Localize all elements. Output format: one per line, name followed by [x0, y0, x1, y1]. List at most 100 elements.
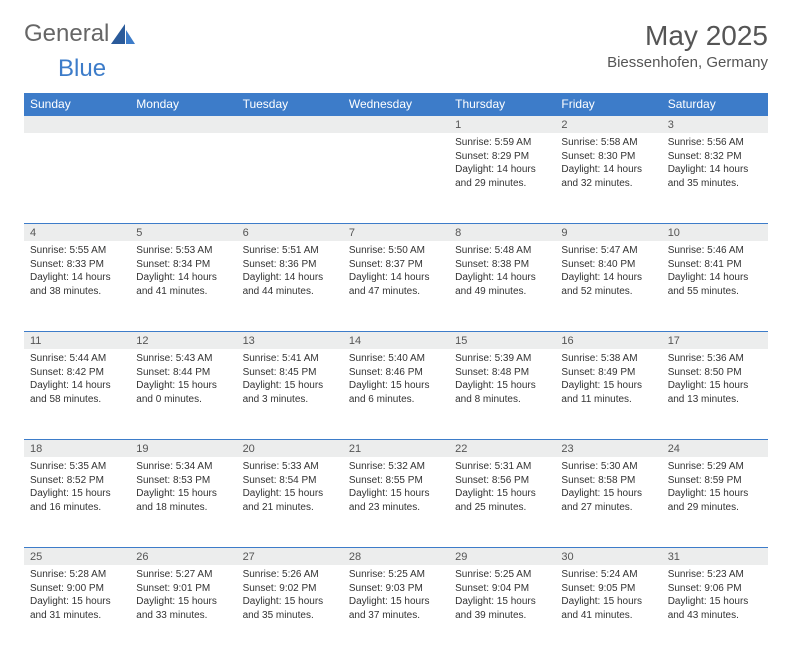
- day-number: 25: [24, 547, 130, 565]
- day-number-row: 18192021222324: [24, 439, 768, 457]
- day-text: Sunrise: 5:30 AMSunset: 8:58 PMDaylight:…: [555, 457, 661, 520]
- day-cell: Sunrise: 5:55 AMSunset: 8:33 PMDaylight:…: [24, 241, 130, 331]
- day-number: 3: [662, 115, 768, 133]
- day-text: Sunrise: 5:39 AMSunset: 8:48 PMDaylight:…: [449, 349, 555, 412]
- day-content-row: Sunrise: 5:28 AMSunset: 9:00 PMDaylight:…: [24, 565, 768, 655]
- day-text: Sunrise: 5:41 AMSunset: 8:45 PMDaylight:…: [237, 349, 343, 412]
- daylight-line: Daylight: 14 hours and 49 minutes.: [455, 271, 549, 298]
- daylight-line: Daylight: 14 hours and 52 minutes.: [561, 271, 655, 298]
- sunset-line: Sunset: 8:45 PM: [243, 366, 337, 380]
- day-cell: Sunrise: 5:53 AMSunset: 8:34 PMDaylight:…: [130, 241, 236, 331]
- day-content-row: Sunrise: 5:44 AMSunset: 8:42 PMDaylight:…: [24, 349, 768, 439]
- day-number-cell: 29: [449, 547, 555, 565]
- day-number: 23: [555, 439, 661, 457]
- day-text: Sunrise: 5:32 AMSunset: 8:55 PMDaylight:…: [343, 457, 449, 520]
- day-number-cell: 22: [449, 439, 555, 457]
- day-number: 1: [449, 115, 555, 133]
- day-number-cell: [237, 115, 343, 133]
- day-text: Sunrise: 5:56 AMSunset: 8:32 PMDaylight:…: [662, 133, 768, 196]
- day-cell: Sunrise: 5:32 AMSunset: 8:55 PMDaylight:…: [343, 457, 449, 547]
- day-cell: [24, 133, 130, 223]
- sunrise-line: Sunrise: 5:34 AM: [136, 460, 230, 474]
- day-number-cell: 4: [24, 223, 130, 241]
- daylight-line: Daylight: 15 hours and 23 minutes.: [349, 487, 443, 514]
- day-number-cell: 5: [130, 223, 236, 241]
- sunset-line: Sunset: 8:49 PM: [561, 366, 655, 380]
- day-cell: [130, 133, 236, 223]
- sunrise-line: Sunrise: 5:25 AM: [455, 568, 549, 582]
- day-cell: Sunrise: 5:26 AMSunset: 9:02 PMDaylight:…: [237, 565, 343, 655]
- weekday-header: Friday: [555, 93, 661, 115]
- daylight-line: Daylight: 15 hours and 18 minutes.: [136, 487, 230, 514]
- sunset-line: Sunset: 8:50 PM: [668, 366, 762, 380]
- day-content-row: Sunrise: 5:35 AMSunset: 8:52 PMDaylight:…: [24, 457, 768, 547]
- day-number: 6: [237, 223, 343, 241]
- day-number: 8: [449, 223, 555, 241]
- day-number-cell: 26: [130, 547, 236, 565]
- day-number-row: 45678910: [24, 223, 768, 241]
- sunset-line: Sunset: 8:48 PM: [455, 366, 549, 380]
- daylight-line: Daylight: 15 hours and 13 minutes.: [668, 379, 762, 406]
- daylight-line: Daylight: 14 hours and 47 minutes.: [349, 271, 443, 298]
- day-number-cell: 1: [449, 115, 555, 133]
- sunset-line: Sunset: 9:02 PM: [243, 582, 337, 596]
- day-number-row: 25262728293031: [24, 547, 768, 565]
- day-number: 27: [237, 547, 343, 565]
- day-text: Sunrise: 5:51 AMSunset: 8:36 PMDaylight:…: [237, 241, 343, 304]
- sunrise-line: Sunrise: 5:47 AM: [561, 244, 655, 258]
- sunset-line: Sunset: 8:46 PM: [349, 366, 443, 380]
- sunset-line: Sunset: 9:01 PM: [136, 582, 230, 596]
- day-number: 28: [343, 547, 449, 565]
- day-cell: [237, 133, 343, 223]
- day-text: Sunrise: 5:46 AMSunset: 8:41 PMDaylight:…: [662, 241, 768, 304]
- day-number: 13: [237, 331, 343, 349]
- day-number-cell: 28: [343, 547, 449, 565]
- sunrise-line: Sunrise: 5:36 AM: [668, 352, 762, 366]
- daylight-line: Daylight: 15 hours and 3 minutes.: [243, 379, 337, 406]
- sunrise-line: Sunrise: 5:50 AM: [349, 244, 443, 258]
- sunrise-line: Sunrise: 5:24 AM: [561, 568, 655, 582]
- sunset-line: Sunset: 8:37 PM: [349, 258, 443, 272]
- daylight-line: Daylight: 15 hours and 43 minutes.: [668, 595, 762, 622]
- day-cell: Sunrise: 5:56 AMSunset: 8:32 PMDaylight:…: [662, 133, 768, 223]
- daylight-line: Daylight: 15 hours and 6 minutes.: [349, 379, 443, 406]
- daylight-line: Daylight: 14 hours and 41 minutes.: [136, 271, 230, 298]
- day-cell: Sunrise: 5:38 AMSunset: 8:49 PMDaylight:…: [555, 349, 661, 439]
- daylight-line: Daylight: 15 hours and 16 minutes.: [30, 487, 124, 514]
- sunset-line: Sunset: 8:44 PM: [136, 366, 230, 380]
- sunrise-line: Sunrise: 5:59 AM: [455, 136, 549, 150]
- daylight-line: Daylight: 15 hours and 0 minutes.: [136, 379, 230, 406]
- day-number: 19: [130, 439, 236, 457]
- day-cell: Sunrise: 5:34 AMSunset: 8:53 PMDaylight:…: [130, 457, 236, 547]
- day-cell: Sunrise: 5:59 AMSunset: 8:29 PMDaylight:…: [449, 133, 555, 223]
- sunset-line: Sunset: 8:58 PM: [561, 474, 655, 488]
- day-content-row: Sunrise: 5:59 AMSunset: 8:29 PMDaylight:…: [24, 133, 768, 223]
- calendar-table: SundayMondayTuesdayWednesdayThursdayFrid…: [24, 93, 768, 655]
- sunrise-line: Sunrise: 5:39 AM: [455, 352, 549, 366]
- sunset-line: Sunset: 8:52 PM: [30, 474, 124, 488]
- sunset-line: Sunset: 8:42 PM: [30, 366, 124, 380]
- day-number-cell: 30: [555, 547, 661, 565]
- day-cell: Sunrise: 5:35 AMSunset: 8:52 PMDaylight:…: [24, 457, 130, 547]
- sunset-line: Sunset: 8:54 PM: [243, 474, 337, 488]
- day-text: Sunrise: 5:53 AMSunset: 8:34 PMDaylight:…: [130, 241, 236, 304]
- weekday-header: Saturday: [662, 93, 768, 115]
- day-text: Sunrise: 5:43 AMSunset: 8:44 PMDaylight:…: [130, 349, 236, 412]
- day-text: Sunrise: 5:29 AMSunset: 8:59 PMDaylight:…: [662, 457, 768, 520]
- day-cell: Sunrise: 5:29 AMSunset: 8:59 PMDaylight:…: [662, 457, 768, 547]
- day-number-cell: 2: [555, 115, 661, 133]
- sunrise-line: Sunrise: 5:48 AM: [455, 244, 549, 258]
- daylight-line: Daylight: 14 hours and 38 minutes.: [30, 271, 124, 298]
- day-text: Sunrise: 5:28 AMSunset: 9:00 PMDaylight:…: [24, 565, 130, 628]
- day-number-cell: 6: [237, 223, 343, 241]
- day-cell: Sunrise: 5:27 AMSunset: 9:01 PMDaylight:…: [130, 565, 236, 655]
- day-number-cell: 11: [24, 331, 130, 349]
- day-number-cell: 14: [343, 331, 449, 349]
- sunrise-line: Sunrise: 5:55 AM: [30, 244, 124, 258]
- day-cell: Sunrise: 5:28 AMSunset: 9:00 PMDaylight:…: [24, 565, 130, 655]
- day-number-cell: 21: [343, 439, 449, 457]
- day-text: Sunrise: 5:23 AMSunset: 9:06 PMDaylight:…: [662, 565, 768, 628]
- sunrise-line: Sunrise: 5:46 AM: [668, 244, 762, 258]
- day-number: 26: [130, 547, 236, 565]
- day-cell: Sunrise: 5:23 AMSunset: 9:06 PMDaylight:…: [662, 565, 768, 655]
